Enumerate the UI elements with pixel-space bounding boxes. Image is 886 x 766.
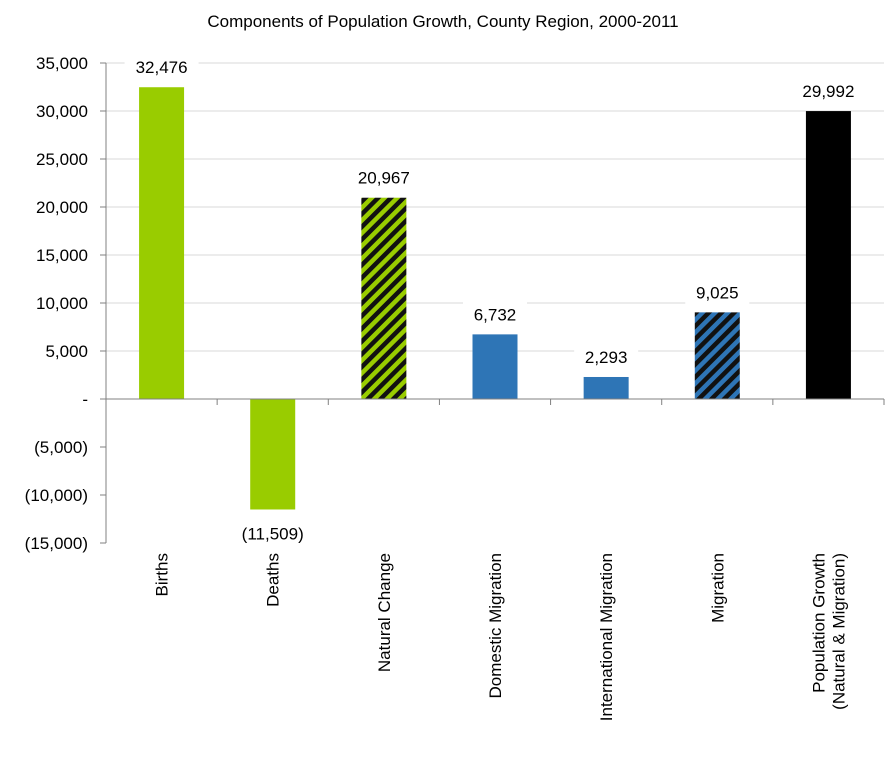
y-tick-label: 30,000 — [36, 102, 88, 121]
category-label: Births — [153, 553, 172, 596]
y-tick-label: 5,000 — [45, 342, 88, 361]
bar — [583, 376, 629, 399]
data-label-background — [791, 78, 866, 104]
category-label: Deaths — [264, 553, 283, 607]
y-tick-label: (5,000) — [34, 438, 88, 457]
category-label: Migration — [708, 553, 727, 623]
data-label-background — [124, 54, 199, 80]
category-label: Domestic Migration — [486, 553, 505, 699]
chart-title: Components of Population Growth, County … — [207, 12, 678, 31]
y-axis: 35,000 30,000 25,000 20,000 15,000 10,000 5,00… — [25, 54, 107, 553]
bar — [139, 87, 185, 399]
y-tick-label: 25,000 — [36, 150, 88, 169]
category-label: Natural Change — [375, 553, 394, 672]
data-label-background — [574, 343, 639, 369]
y-tick-label: 35,000 — [36, 54, 88, 73]
data-label-background — [685, 279, 750, 305]
y-tick-label: 20,000 — [36, 198, 88, 217]
y-tick-label: (10,000) — [25, 486, 88, 505]
bar — [361, 197, 407, 399]
bar — [472, 334, 518, 399]
data-labels: 32,476 (11,509) 20,967 6,732 2,293 9,025 29,99… — [124, 54, 866, 546]
y-tick-label: - — [82, 390, 88, 409]
data-label: 6,732 — [474, 305, 517, 324]
data-label: 20,967 — [358, 169, 410, 188]
data-label: (11,509) — [242, 524, 304, 543]
x-axis: Births Deaths Natural Change Domestic Migra… — [105, 398, 885, 721]
y-tick-label: 10,000 — [36, 294, 88, 313]
bar — [805, 111, 851, 400]
data-label: 29,992 — [802, 82, 854, 101]
bars — [139, 87, 851, 510]
y-tick-label: (15,000) — [25, 534, 88, 553]
bar — [250, 399, 296, 510]
data-label-background — [225, 520, 320, 546]
data-label-background — [463, 301, 527, 327]
category-label: International Migration — [597, 553, 616, 721]
data-label: 2,293 — [585, 348, 628, 367]
category-label: Population Growth — [809, 553, 828, 693]
y-tick-label: 15,000 — [36, 246, 88, 265]
data-label: 32,476 — [136, 58, 188, 77]
bar — [694, 312, 740, 399]
data-label: 9,025 — [696, 283, 739, 302]
data-label-background — [346, 164, 421, 190]
category-label: (Natural & Migration) — [829, 553, 848, 710]
